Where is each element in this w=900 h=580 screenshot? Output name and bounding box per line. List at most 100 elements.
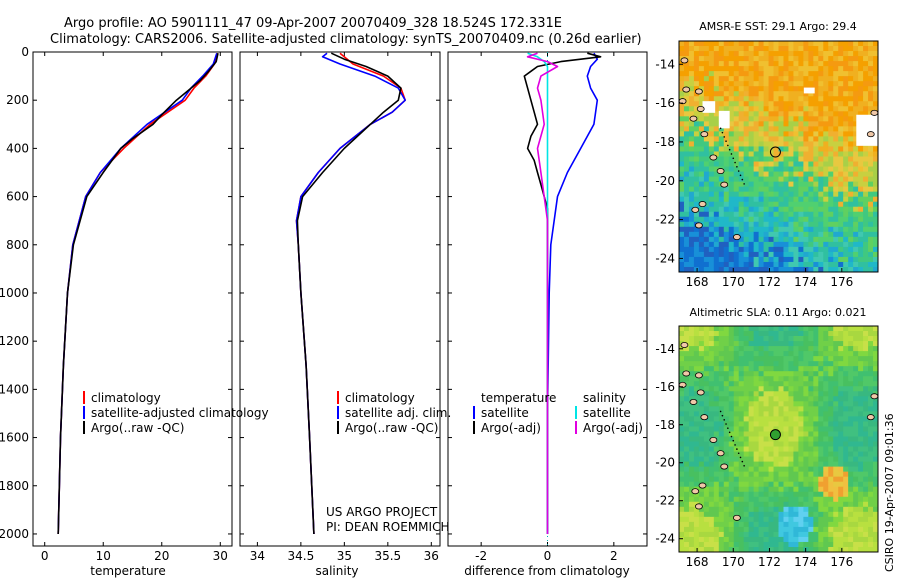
y-tick-label: 600 <box>6 190 29 204</box>
map-cell <box>763 336 769 342</box>
map-cell <box>793 71 799 77</box>
map-cell <box>738 61 745 67</box>
map-cell <box>813 201 819 208</box>
map-cell <box>778 261 784 268</box>
map-cell <box>748 456 755 462</box>
map-cell <box>838 411 844 417</box>
map-cell <box>728 106 735 112</box>
map-cell <box>873 546 879 553</box>
map-cell <box>853 256 859 263</box>
map-cell <box>708 346 715 352</box>
map-cell <box>788 231 794 238</box>
map-cell <box>793 161 799 167</box>
map-cell <box>798 131 804 137</box>
map-cell <box>778 431 784 437</box>
map-cell <box>758 406 764 412</box>
map-cell <box>738 441 745 447</box>
map-cell <box>853 546 859 553</box>
map-cell <box>798 431 804 437</box>
map-cell <box>679 76 685 82</box>
map-cell <box>793 261 799 268</box>
map-cell <box>848 141 854 147</box>
map-cell <box>703 176 710 183</box>
map-cell <box>688 91 695 97</box>
map-cell <box>798 91 804 97</box>
map-cell <box>768 521 774 528</box>
map-cell <box>778 211 784 218</box>
map-cell <box>858 521 864 528</box>
map-cell <box>698 71 705 77</box>
map-cell <box>683 251 690 258</box>
map-cell <box>853 161 859 167</box>
map-cell <box>713 361 720 367</box>
map-cell <box>798 121 804 127</box>
map-cell <box>708 151 715 157</box>
map-cell <box>708 516 715 523</box>
map-cell <box>788 426 794 432</box>
map-cell <box>748 386 755 392</box>
map-cell <box>753 396 760 402</box>
map-cell <box>713 516 720 523</box>
map-cell <box>793 461 799 468</box>
map-cell <box>848 541 854 548</box>
map-cell <box>843 426 849 432</box>
map-cell <box>798 246 804 253</box>
map-cell <box>838 161 844 167</box>
map-cell <box>813 361 819 367</box>
map-cell <box>808 376 814 382</box>
map-cell <box>853 411 859 417</box>
map-cell <box>748 86 755 92</box>
map-cell <box>813 491 819 498</box>
map-cell <box>808 361 814 367</box>
map-cell <box>788 91 794 97</box>
map-cell <box>818 521 824 528</box>
map-cell <box>778 481 784 488</box>
map-cell <box>798 241 804 248</box>
map-cell <box>788 546 794 553</box>
map-cell <box>843 546 849 553</box>
map-cell <box>773 531 779 538</box>
map-cell <box>718 536 725 543</box>
map-cell <box>753 471 760 478</box>
map-cell <box>838 51 844 57</box>
map-cell <box>703 426 710 432</box>
map-cell <box>813 496 819 503</box>
map-cell <box>803 61 809 67</box>
map-cell <box>833 511 839 518</box>
map-cell <box>818 391 824 397</box>
map-cell <box>778 131 784 137</box>
map-cell <box>853 481 859 488</box>
map-cell <box>683 336 690 342</box>
map-cell <box>733 366 740 372</box>
map-cell <box>713 386 720 392</box>
map-cell <box>778 181 784 188</box>
map-cell <box>728 161 735 167</box>
map-cell <box>833 96 839 102</box>
map-cell <box>843 386 849 392</box>
map-cell <box>738 436 745 442</box>
map-cell <box>748 41 755 47</box>
map-cell <box>823 126 829 132</box>
map-cell <box>828 181 834 188</box>
map-cell <box>688 546 695 553</box>
map-cell <box>863 146 869 152</box>
map-cell <box>733 436 740 442</box>
map-cell <box>679 231 685 238</box>
map-cell <box>838 71 844 77</box>
map-cell <box>733 66 740 72</box>
map-cell <box>768 181 774 188</box>
map-cell <box>758 501 764 508</box>
map-cell <box>773 116 779 122</box>
map-cell <box>853 356 859 362</box>
map-cell <box>793 506 799 513</box>
map-cell <box>818 461 824 468</box>
map-cell <box>783 411 789 417</box>
map-cell <box>723 456 730 462</box>
map-cell <box>833 406 839 412</box>
map-cell <box>773 171 779 177</box>
map-cell <box>718 176 725 183</box>
map-cell <box>758 441 764 447</box>
map-cell <box>778 456 784 462</box>
map-cell <box>703 231 710 238</box>
map-cell <box>783 211 789 218</box>
